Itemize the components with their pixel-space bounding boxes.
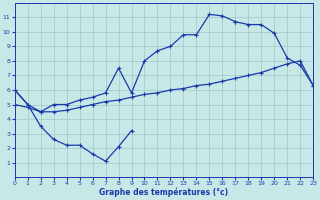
X-axis label: Graphe des températures (°c): Graphe des températures (°c): [100, 188, 228, 197]
